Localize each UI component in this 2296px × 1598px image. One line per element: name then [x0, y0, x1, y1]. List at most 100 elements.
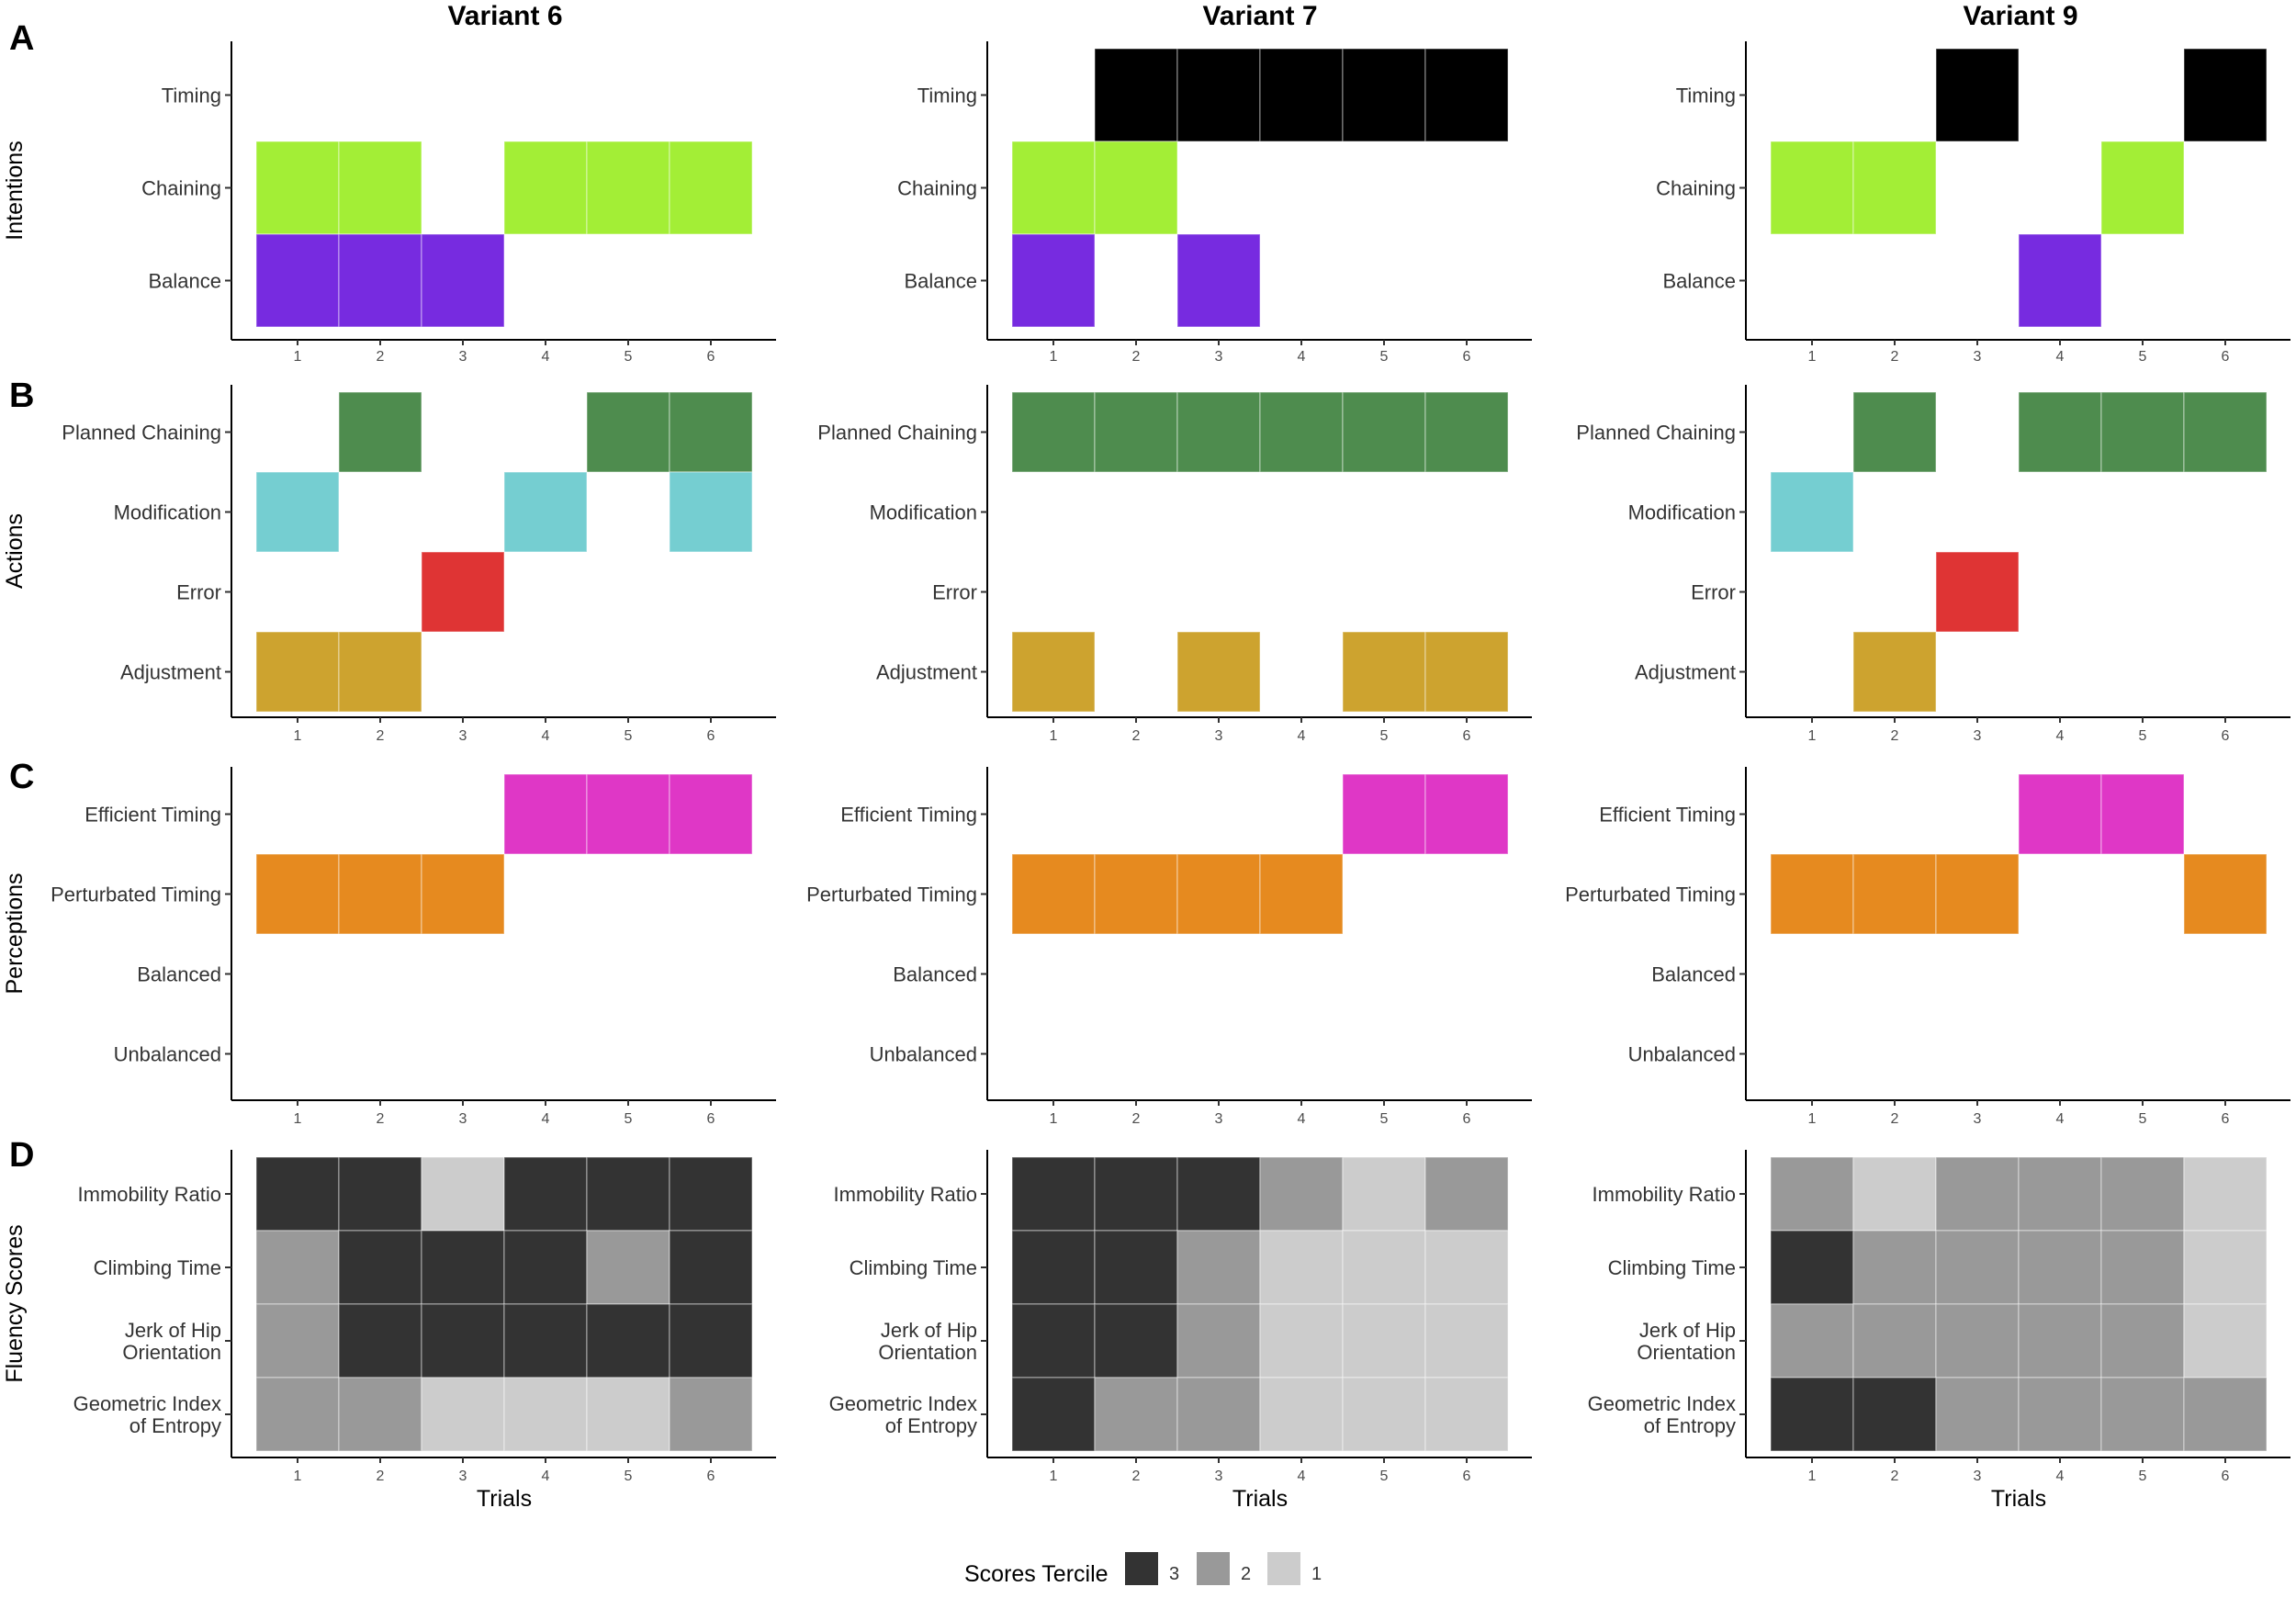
cell-d-v1-r3-t2: [338, 1303, 422, 1379]
cell-d-v3-r1-t2: [1852, 1156, 1937, 1232]
x-tick-label: 6: [1463, 349, 1471, 365]
row-label-climbing-time: Climbing Time: [94, 1256, 221, 1279]
row-label-error: Error: [176, 581, 221, 604]
cell-d-v1-r4-t2: [338, 1377, 422, 1452]
row-label-planned-chaining: Planned Chaining: [817, 422, 977, 445]
row-label-immobility-ratio: Immobility Ratio: [834, 1183, 977, 1206]
cell-d-v2-r4-t3: [1176, 1377, 1261, 1452]
cell-d-v1-r2-t4: [503, 1230, 588, 1305]
cell-d-v1-r2-t6: [669, 1230, 753, 1305]
x-tick-label: 4: [542, 1469, 550, 1484]
cell-d-v1-r2-t5: [586, 1230, 670, 1305]
cell-b-v2-r4-t6: [1424, 631, 1509, 713]
cell-a-v1-r2-t4: [503, 141, 588, 235]
cell-b-v2-r1-t6: [1424, 391, 1509, 473]
x-tick-label: 2: [1132, 349, 1141, 365]
cell-d-v2-r3-t1: [1011, 1303, 1096, 1379]
x-tick-label: 5: [2139, 349, 2147, 365]
cell-d-v2-r3-t5: [1342, 1303, 1426, 1379]
cell-d-v2-r1-t1: [1011, 1156, 1096, 1232]
x-tick-label: 5: [625, 728, 633, 744]
cell-d-v2-r1-t5: [1342, 1156, 1426, 1232]
row-label-jerk-of-hip-orientation: Jerk of Hip: [125, 1319, 221, 1342]
cell-d-v1-r3-t1: [255, 1303, 340, 1379]
row-label-immobility-ratio: Immobility Ratio: [78, 1183, 221, 1206]
row-label-modification: Modification: [1628, 501, 1736, 524]
x-tick-label: 2: [1132, 1469, 1141, 1484]
row-label-jerk-of-hip-orientation: Orientation: [878, 1341, 977, 1364]
cell-b-v2-r1-t2: [1094, 391, 1178, 473]
cell-b-v1-r1-t5: [586, 391, 670, 473]
cell-b-v1-r3-t3: [421, 551, 505, 633]
x-tick-label: 4: [542, 728, 550, 744]
legend-swatch-1: [1267, 1552, 1300, 1585]
cell-d-v3-r4-t2: [1852, 1377, 1937, 1452]
group-label-perceptions: Perceptions: [2, 872, 28, 994]
row-label-balance: Balance: [1662, 270, 1736, 293]
row-label-chaining: Chaining: [897, 177, 977, 200]
row-label-unbalanced: Unbalanced: [1628, 1043, 1736, 1066]
x-tick-label: 2: [377, 349, 385, 365]
row-label-geometric-index-of-entropy: Geometric Index: [829, 1392, 977, 1415]
cell-b-v1-r2-t6: [669, 471, 753, 553]
cell-a-v3-r1-t3: [1935, 48, 2020, 142]
cell-d-v3-r4-t3: [1935, 1377, 2020, 1452]
cell-b-v3-r1-t6: [2183, 391, 2268, 473]
x-tick-label: 1: [294, 728, 302, 744]
cell-b-v3-r1-t5: [2100, 391, 2185, 473]
row-label-geometric-index-of-entropy: Geometric Index: [1588, 1392, 1736, 1415]
panel-letter-b: B: [9, 377, 34, 415]
cell-c-v2-r1-t5: [1342, 773, 1426, 855]
cell-c-v2-r2-t2: [1094, 853, 1178, 935]
cell-c-v1-r1-t5: [586, 773, 670, 855]
cell-b-v2-r1-t4: [1259, 391, 1344, 473]
x-tick-label: 5: [1380, 1111, 1389, 1127]
x-tick-label: 6: [707, 1111, 715, 1127]
x-tick-label: 5: [625, 1111, 633, 1127]
cell-d-v3-r2-t5: [2100, 1230, 2185, 1305]
cell-b-v2-r1-t3: [1176, 391, 1261, 473]
x-tick-label: 3: [459, 1111, 467, 1127]
x-tick-label: 3: [1974, 1469, 1982, 1484]
x-tick-label: 3: [459, 1469, 467, 1484]
x-tick-label: 3: [1215, 349, 1223, 365]
cell-d-v3-r1-t5: [2100, 1156, 2185, 1232]
x-tick-label: 4: [542, 349, 550, 365]
cell-d-v3-r1-t1: [1770, 1156, 1854, 1232]
cell-d-v3-r3-t6: [2183, 1303, 2268, 1379]
cell-d-v1-r1-t3: [421, 1156, 505, 1232]
cell-c-v1-r2-t2: [338, 853, 422, 935]
cell-d-v3-r4-t5: [2100, 1377, 2185, 1452]
cell-d-v3-r2-t3: [1935, 1230, 2020, 1305]
cell-d-v3-r4-t1: [1770, 1377, 1854, 1452]
x-tick-label: 2: [377, 1469, 385, 1484]
cell-d-v2-r1-t3: [1176, 1156, 1261, 1232]
cell-a-v2-r1-t5: [1342, 48, 1426, 142]
cell-d-v3-r2-t4: [2018, 1230, 2102, 1305]
cell-a-v1-r3-t2: [338, 233, 422, 328]
x-tick-label: 1: [1808, 349, 1817, 365]
x-tick-label: 5: [625, 349, 633, 365]
x-tick-label: 4: [1298, 1111, 1306, 1127]
cell-d-v2-r3-t3: [1176, 1303, 1261, 1379]
cell-c-v3-r2-t1: [1770, 853, 1854, 935]
row-label-chaining: Chaining: [141, 177, 221, 200]
row-label-perturbated-timing: Perturbated Timing: [806, 883, 977, 906]
cell-d-v2-r1-t2: [1094, 1156, 1178, 1232]
x-tick-label: 4: [2056, 349, 2065, 365]
cell-d-v3-r1-t6: [2183, 1156, 2268, 1232]
cell-d-v3-r1-t4: [2018, 1156, 2102, 1232]
cell-d-v1-r1-t2: [338, 1156, 422, 1232]
cell-a-v1-r2-t1: [255, 141, 340, 235]
row-label-jerk-of-hip-orientation: Orientation: [1637, 1341, 1736, 1364]
cell-a-v1-r3-t3: [421, 233, 505, 328]
cell-d-v1-r2-t3: [421, 1230, 505, 1305]
cell-c-v3-r1-t5: [2100, 773, 2185, 855]
column-title-2: Variant 7: [1202, 1, 1317, 31]
cell-b-v1-r1-t2: [338, 391, 422, 473]
cell-d-v3-r1-t3: [1935, 1156, 2020, 1232]
cell-d-v2-r2-t6: [1424, 1230, 1509, 1305]
cell-d-v1-r3-t4: [503, 1303, 588, 1379]
cell-c-v3-r1-t4: [2018, 773, 2102, 855]
panel-letter-c: C: [9, 758, 34, 796]
